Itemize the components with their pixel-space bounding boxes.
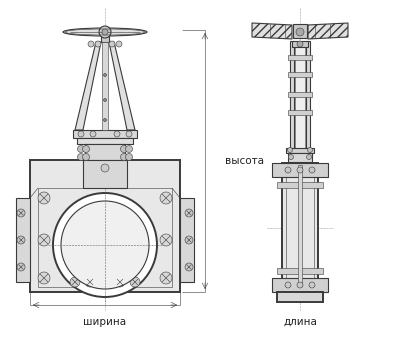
- Circle shape: [82, 154, 90, 161]
- Circle shape: [17, 209, 25, 217]
- Bar: [272, 163, 328, 177]
- Circle shape: [38, 192, 50, 204]
- Bar: [290, 41, 294, 148]
- Circle shape: [61, 201, 149, 289]
- Bar: [102, 42, 108, 130]
- Bar: [30, 160, 180, 292]
- Circle shape: [90, 131, 96, 137]
- Bar: [292, 41, 308, 47]
- Circle shape: [160, 234, 172, 246]
- Bar: [286, 148, 314, 153]
- Polygon shape: [75, 42, 101, 130]
- Text: длина: длина: [283, 317, 317, 327]
- Circle shape: [115, 277, 125, 287]
- Circle shape: [126, 146, 132, 153]
- Bar: [288, 72, 312, 77]
- Bar: [16, 198, 30, 282]
- Bar: [77, 138, 133, 144]
- Circle shape: [53, 193, 157, 297]
- Circle shape: [70, 277, 80, 287]
- Polygon shape: [308, 23, 348, 39]
- Circle shape: [308, 147, 312, 153]
- Circle shape: [109, 41, 115, 47]
- Circle shape: [306, 155, 312, 160]
- Circle shape: [101, 164, 109, 172]
- Bar: [277, 292, 323, 302]
- Circle shape: [309, 282, 315, 288]
- Circle shape: [296, 28, 304, 36]
- Circle shape: [78, 154, 84, 161]
- Bar: [277, 268, 323, 274]
- Bar: [73, 130, 137, 138]
- Circle shape: [126, 154, 132, 161]
- Bar: [83, 160, 127, 188]
- Circle shape: [130, 277, 140, 287]
- Bar: [101, 36, 109, 42]
- Bar: [295, 41, 305, 148]
- Circle shape: [120, 146, 128, 153]
- Circle shape: [38, 272, 50, 284]
- Circle shape: [297, 41, 303, 47]
- Circle shape: [78, 131, 84, 137]
- Circle shape: [95, 41, 101, 47]
- Circle shape: [88, 41, 94, 47]
- Bar: [180, 198, 194, 282]
- Circle shape: [309, 167, 315, 173]
- Circle shape: [17, 263, 25, 271]
- Bar: [286, 165, 314, 286]
- Circle shape: [160, 192, 172, 204]
- Text: высота: высота: [225, 156, 264, 166]
- Circle shape: [116, 41, 122, 47]
- Bar: [288, 92, 312, 97]
- Circle shape: [288, 147, 292, 153]
- Circle shape: [102, 29, 108, 35]
- Bar: [272, 278, 328, 292]
- Circle shape: [17, 236, 25, 244]
- Circle shape: [114, 131, 120, 137]
- Bar: [85, 144, 125, 160]
- Circle shape: [288, 155, 294, 160]
- Circle shape: [297, 282, 303, 288]
- Polygon shape: [109, 42, 135, 130]
- Bar: [298, 165, 302, 286]
- Circle shape: [285, 282, 291, 288]
- Circle shape: [185, 209, 193, 217]
- Bar: [288, 55, 312, 60]
- Circle shape: [160, 272, 172, 284]
- Bar: [277, 182, 323, 188]
- Bar: [293, 24, 307, 38]
- Bar: [282, 163, 318, 292]
- Circle shape: [104, 73, 106, 76]
- Polygon shape: [252, 23, 292, 39]
- Circle shape: [285, 167, 291, 173]
- Circle shape: [38, 234, 50, 246]
- Circle shape: [104, 99, 106, 101]
- Bar: [288, 110, 312, 115]
- Bar: [306, 41, 310, 148]
- Circle shape: [104, 118, 106, 121]
- Circle shape: [78, 146, 84, 153]
- Circle shape: [126, 131, 132, 137]
- Ellipse shape: [63, 28, 147, 36]
- Text: ширина: ширина: [84, 317, 126, 327]
- Circle shape: [99, 26, 111, 38]
- Circle shape: [185, 236, 193, 244]
- Circle shape: [82, 146, 90, 153]
- Bar: [288, 153, 312, 162]
- Circle shape: [185, 263, 193, 271]
- Circle shape: [297, 167, 303, 173]
- Bar: [38, 188, 172, 287]
- Circle shape: [120, 154, 128, 161]
- Circle shape: [85, 277, 95, 287]
